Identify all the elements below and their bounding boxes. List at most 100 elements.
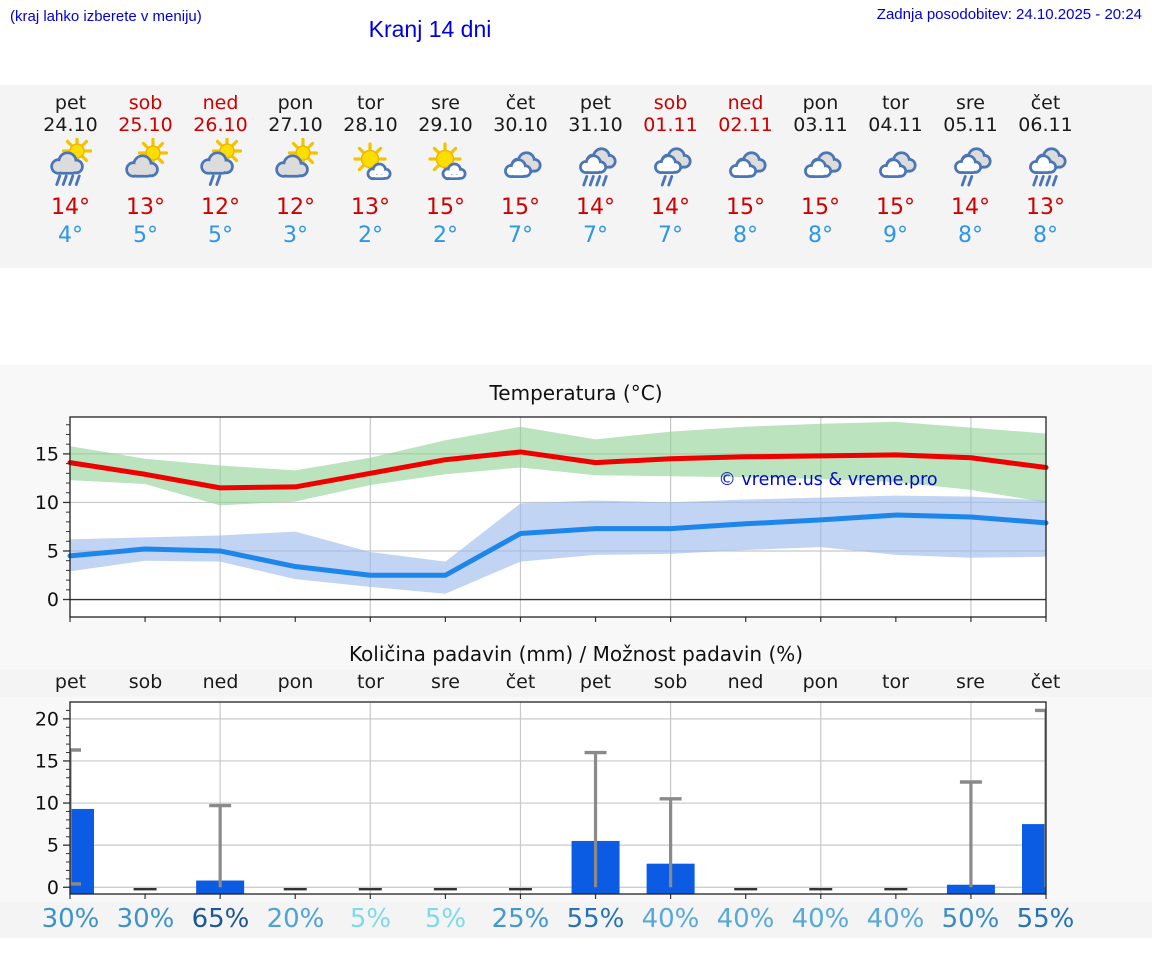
day-name: sob <box>128 92 163 114</box>
max-temp: 15° <box>801 195 840 220</box>
clouds-icon <box>803 151 842 179</box>
max-temp: 13° <box>126 195 165 220</box>
weather-icon-slot <box>708 136 783 194</box>
precipitation-chart: 0 5 10 15 20 <box>35 701 1047 899</box>
precip-probability: 40% <box>641 904 700 934</box>
day-date: 27.10 <box>268 114 323 136</box>
day-name: sre <box>431 92 460 114</box>
min-temp: 4° <box>58 223 83 248</box>
menu-hint: (kraj lahko izberete v meniju) <box>10 8 202 25</box>
precip-zero-mark <box>133 888 157 891</box>
precip-day-label: čet <box>1030 671 1061 693</box>
sun-small-cloud-icon <box>352 142 391 181</box>
clouds-icon <box>503 151 542 179</box>
day-name: pon <box>802 92 839 114</box>
precip-probability: 40% <box>866 904 925 934</box>
charts-area: Temperatura (°C) 0 5 10 15 © vreme.us & vrem… <box>0 365 1152 938</box>
svg-text:0: 0 <box>47 877 59 899</box>
precip-day-label: ned <box>727 671 764 693</box>
weather-icon-slot <box>933 136 1008 194</box>
min-temp: 8° <box>808 223 833 248</box>
weather-icon-slot <box>33 136 108 194</box>
precip-day-label: pet <box>579 671 612 693</box>
day-column: ned 26.10 12° 5° <box>183 85 258 268</box>
weather-icon-slot <box>858 136 933 194</box>
day-column: pet 31.10 14° 7° <box>558 85 633 268</box>
page-title: Kranj 14 dni <box>368 16 492 42</box>
clouds-icon <box>728 151 767 179</box>
precip-day-labels-row: pet sob ned pon tor sre čet pet sob ned pon tor sre č… <box>0 669 1152 697</box>
temperature-chart: 0 5 10 15 © vreme.us & vreme.pro <box>35 416 1049 622</box>
min-temp: 3° <box>283 223 308 248</box>
precip-probability: 25% <box>491 904 550 934</box>
day-date: 29.10 <box>418 114 473 136</box>
day-name: sob <box>653 92 688 114</box>
clouds-rain-heavy-icon <box>578 147 617 187</box>
min-temp: 2° <box>358 223 383 248</box>
precip-zero-mark <box>283 888 307 891</box>
day-name: tor <box>882 92 909 114</box>
sun-small-cloud-icon <box>427 142 466 181</box>
day-date: 30.10 <box>493 114 548 136</box>
min-temp: 7° <box>658 223 683 248</box>
precip-day-label: sre <box>431 671 460 693</box>
day-name: tor <box>357 92 384 114</box>
day-date: 05.11 <box>943 114 998 136</box>
precip-bar <box>1022 824 1046 894</box>
weather-icon-slot <box>333 136 408 194</box>
precip-bar <box>70 808 94 894</box>
svg-text:0: 0 <box>47 589 59 611</box>
precip-probability: 40% <box>716 904 775 934</box>
min-temp: 5° <box>208 223 233 248</box>
watermark-link[interactable]: © vreme.us & vreme.pro <box>718 470 937 490</box>
max-temp: 12° <box>201 195 240 220</box>
precip-probability: 30% <box>41 904 100 934</box>
max-temp: 13° <box>1026 195 1065 220</box>
forecast-strip: pet 24.10 14° 4° sob 25.10 13° 5° ned 26… <box>0 85 1152 268</box>
day-date: 28.10 <box>343 114 398 136</box>
precip-day-label: sre <box>956 671 985 693</box>
svg-text:10: 10 <box>35 492 59 514</box>
weather-icon-slot <box>258 136 333 194</box>
day-name: pet <box>54 92 87 114</box>
max-temp: 15° <box>501 195 540 220</box>
day-date: 26.10 <box>193 114 248 136</box>
precip-probability: 5% <box>349 904 392 934</box>
min-temp: 8° <box>958 223 983 248</box>
min-temp: 2° <box>433 223 458 248</box>
day-date: 01.11 <box>643 114 698 136</box>
day-date: 25.10 <box>118 114 173 136</box>
precip-day-label: pon <box>277 671 314 693</box>
svg-text:5: 5 <box>47 540 59 562</box>
temperature-chart-title: Temperatura (°C) <box>489 381 663 405</box>
weather-icon-slot <box>783 136 858 194</box>
day-date: 31.10 <box>568 114 623 136</box>
svg-text:20: 20 <box>35 708 59 730</box>
sun-cloud-icon <box>274 138 318 178</box>
precip-zero-mark <box>884 888 908 891</box>
precip-zero-mark <box>358 888 382 891</box>
precip-day-label: čet <box>505 671 536 693</box>
precip-day-label: tor <box>882 671 909 693</box>
day-name: ned <box>202 92 239 114</box>
sun-cloud-icon <box>124 138 168 178</box>
header: (kraj lahko izberete v meniju) Kranj 14 … <box>0 0 1152 85</box>
day-column: sre 29.10 15° 2° <box>408 85 483 268</box>
day-column: pet 24.10 14° 4° <box>33 85 108 268</box>
precip-day-label: sob <box>128 671 163 693</box>
max-temp: 15° <box>876 195 915 220</box>
day-name: čet <box>505 92 536 114</box>
weather-icon-slot <box>408 136 483 194</box>
precip-probability: 50% <box>941 904 1000 934</box>
svg-text:15: 15 <box>35 443 59 465</box>
spacer <box>0 268 1152 365</box>
day-column: pon 03.11 15° 8° <box>783 85 858 268</box>
min-temp: 8° <box>733 223 758 248</box>
day-date: 06.11 <box>1018 114 1073 136</box>
precip-day-label: tor <box>357 671 384 693</box>
day-date: 24.10 <box>43 114 98 136</box>
day-name: čet <box>1030 92 1061 114</box>
precip-zero-mark <box>734 888 758 891</box>
precip-zero-mark <box>508 888 532 891</box>
precip-bar <box>196 880 245 894</box>
